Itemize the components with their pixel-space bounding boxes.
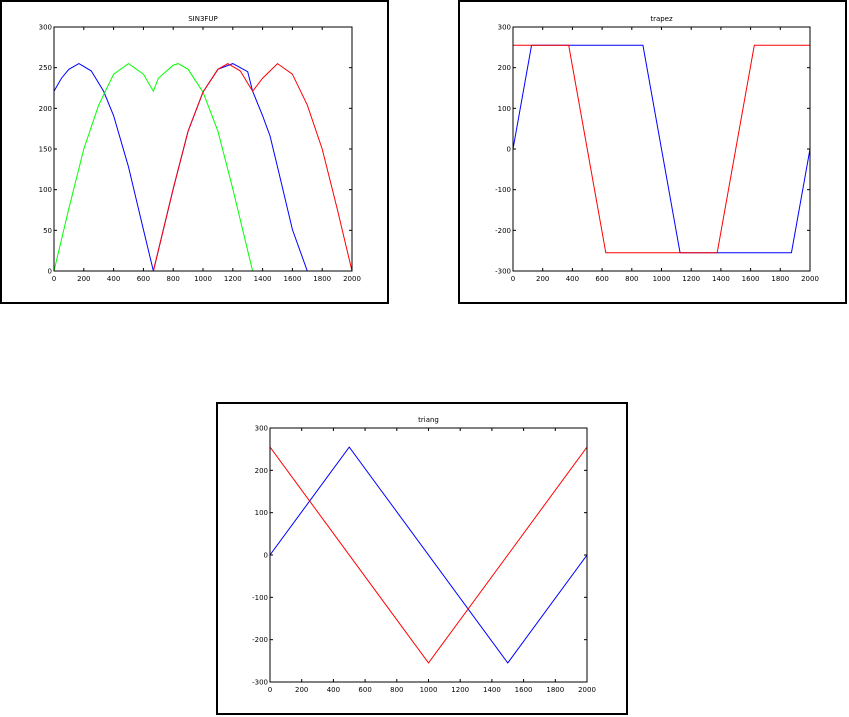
x-tick-label: 1600 [515,686,533,694]
x-tick-label: 600 [595,275,608,283]
trapez-chart: trapez 0 200 400 600 800 1000 1200 1400 1600 1800… [495,15,819,283]
x-tick-label: 1600 [283,275,301,283]
x-tick-label: 0 [52,275,56,283]
y-tick-label: 300 [39,24,52,32]
y-tick-label: 50 [43,227,52,235]
x-tick-label: 2000 [343,275,361,283]
chart-title: SIN3FUP [188,15,218,23]
chart-title: trapez [650,15,673,23]
x-tick-label: 1000 [653,275,671,283]
x-tick-label: 600 [137,275,150,283]
x-tick-label: 400 [327,686,340,694]
axes-frame [53,26,353,272]
y-tick-label: 200 [39,105,52,113]
x-tick-label: 400 [107,275,120,283]
y-tick-label: 200 [255,467,268,475]
x-tick-label: 0 [268,686,272,694]
series-line-0 [54,63,352,271]
x-tick-label: 1400 [254,275,272,283]
x-tick-label: 800 [390,686,403,694]
y-tick-label: 250 [39,64,52,72]
y-tick-label: -100 [252,594,268,602]
y-tick-label: 100 [498,105,511,113]
x-tick-label: 2000 [578,686,596,694]
x-tick-label: 1200 [224,275,242,283]
x-tick-label: 400 [566,275,579,283]
y-tick-label: 100 [255,509,268,517]
y-tick-label: -300 [495,268,511,276]
x-tick-label: 600 [358,686,371,694]
chart-title: triang [418,416,439,424]
x-tick-label: 1000 [420,686,438,694]
y-tick-label: -200 [495,227,511,235]
x-tick-label: 1000 [194,275,212,283]
triang-chart: triang 0 200 400 600 800 1000 1200 1400 1600 1800… [252,416,596,694]
x-tick-label: 200 [536,275,549,283]
x-tick-label: 1600 [742,275,760,283]
y-tick-label: 100 [39,186,52,194]
x-tick-label: 1800 [771,275,789,283]
series-line-1 [270,446,587,664]
y-tick-label: 0 [507,146,511,154]
x-tick-label: 200 [77,275,90,283]
x-tick-label: 0 [511,275,515,283]
x-tick-label: 1800 [313,275,331,283]
y-tick-label: -100 [495,186,511,194]
x-tick-label: 1200 [682,275,700,283]
sin3fup-chart-panel: SIN3FUP 0 200 400 600 800 1000 1200 1400 1600 180… [0,0,389,304]
y-tick-label: -300 [252,679,268,687]
y-tick-label: 200 [498,64,511,72]
x-tick-label: 1200 [451,686,469,694]
series-line-1 [54,62,352,271]
y-tick-label: 0 [264,552,268,560]
series-line-0 [513,44,810,254]
sin3fup-chart: SIN3FUP 0 200 400 600 800 1000 1200 1400 1600 180… [39,15,361,283]
x-tick-label: 800 [625,275,638,283]
series-line-1 [513,44,810,254]
x-tick-label: 1400 [483,686,501,694]
y-tick-label: 0 [48,268,52,276]
y-tick-label: -200 [252,636,268,644]
y-tick-label: 300 [498,24,511,32]
x-tick-label: 800 [167,275,180,283]
x-tick-label: 1800 [546,686,564,694]
y-tick-label: 150 [39,146,52,154]
y-tick-label: 300 [255,425,268,433]
trapez-chart-panel: trapez 0 200 400 600 800 1000 1200 1400 1600 1800… [458,0,847,304]
series-line-0 [270,446,587,664]
x-tick-label: 2000 [801,275,819,283]
series-line-2 [54,62,352,271]
x-tick-label: 200 [295,686,308,694]
triang-chart-panel: triang 0 200 400 600 800 1000 1200 1400 1600 1800… [216,402,628,715]
x-tick-label: 1400 [712,275,730,283]
